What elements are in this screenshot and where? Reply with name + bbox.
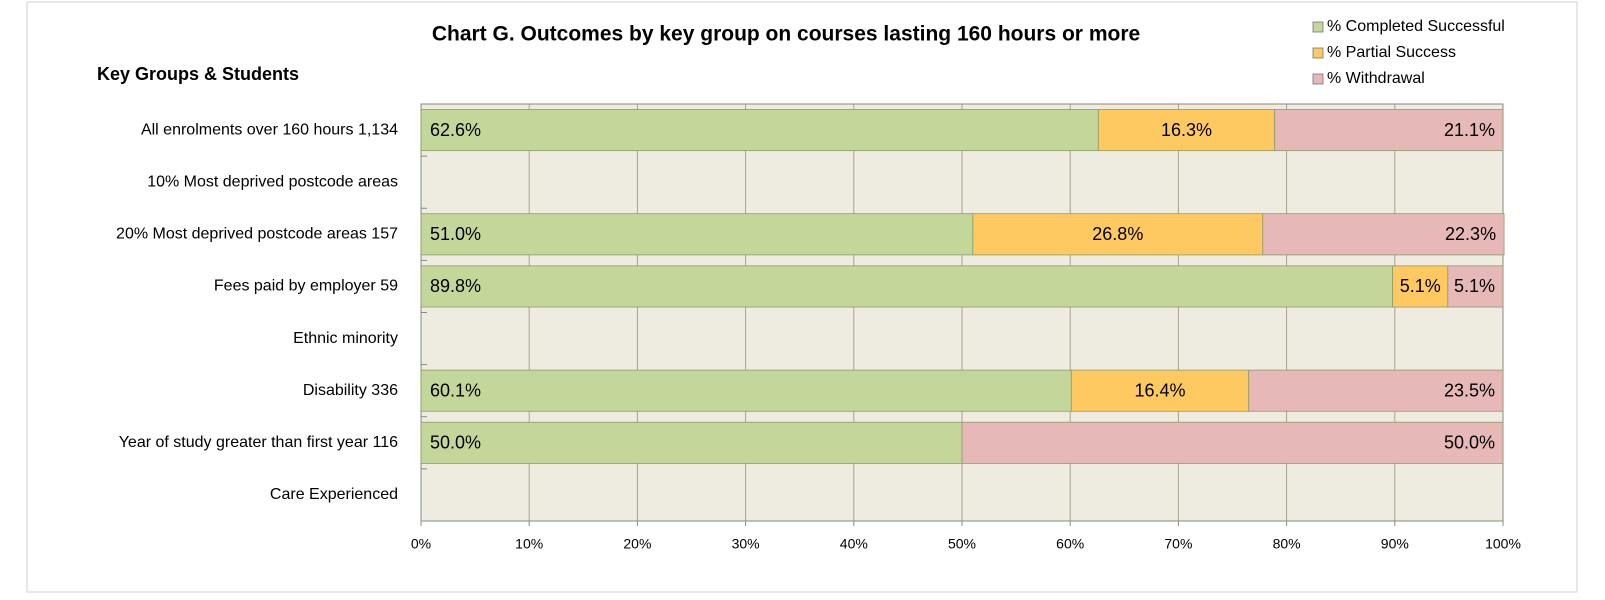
- data-label: 89.8%: [430, 276, 481, 296]
- bar-segment: [1262, 213, 1505, 256]
- data-label: 5.1%: [1454, 276, 1495, 296]
- bar-segment: [1248, 369, 1504, 412]
- bar-segment: [1274, 109, 1504, 152]
- x-tick-label: 20%: [623, 536, 651, 552]
- bar-segment: [420, 265, 1394, 308]
- x-tick-label: 10%: [515, 536, 543, 552]
- legend-swatch: [1312, 47, 1324, 59]
- data-label: 21.1%: [1444, 120, 1495, 140]
- y-tick-label: Care Experienced: [270, 486, 398, 503]
- legend-label: % Withdrawal: [1327, 70, 1425, 87]
- y-tick-label: 10% Most deprived postcode areas: [147, 173, 398, 190]
- bar-segment: [420, 369, 1072, 412]
- legend-label: % Completed Successful: [1327, 18, 1505, 35]
- x-tick-label: 40%: [840, 536, 868, 552]
- legend-label: % Partial Success: [1327, 44, 1456, 61]
- bar-segment: [1447, 265, 1504, 308]
- y-tick-label: Year of study greater than first year 11…: [119, 434, 398, 451]
- data-label: 60.1%: [430, 380, 481, 400]
- bar-segment: [961, 421, 1504, 464]
- y-tick-label: All enrolments over 160 hours 1,134: [141, 121, 398, 138]
- bar-segment: [1070, 369, 1250, 412]
- data-label: 16.4%: [1134, 380, 1185, 400]
- x-tick-label: 30%: [732, 536, 760, 552]
- bar-segment: [420, 421, 963, 464]
- bar-segment: [972, 213, 1264, 256]
- x-tick-label: 0%: [411, 536, 431, 552]
- y-tick-label: Disability 336: [303, 382, 398, 399]
- data-label: 62.6%: [430, 120, 481, 140]
- data-label: 16.3%: [1161, 120, 1212, 140]
- y-tick-label: Ethnic minority: [293, 330, 398, 347]
- legend-swatch: [1312, 73, 1324, 85]
- x-tick-label: 100%: [1485, 536, 1521, 552]
- chart-title: Chart G. Outcomes by key group on course…: [432, 23, 1140, 46]
- data-label: 22.3%: [1445, 224, 1496, 244]
- data-label: 26.8%: [1092, 224, 1143, 244]
- data-label: 51.0%: [430, 224, 481, 244]
- data-label: 23.5%: [1444, 380, 1495, 400]
- x-tick-label: 60%: [1056, 536, 1084, 552]
- bar-segment: [420, 109, 1099, 152]
- x-tick-label: 90%: [1381, 536, 1409, 552]
- data-label: 50.0%: [1444, 433, 1495, 453]
- y-axis-label: Key Groups & Students: [97, 64, 299, 84]
- data-label: 5.1%: [1400, 276, 1441, 296]
- y-tick-label: 20% Most deprived postcode areas 157: [116, 226, 398, 243]
- bar-segment: [1097, 109, 1276, 152]
- data-label: 50.0%: [430, 433, 481, 453]
- y-tick-label: Fees paid by employer 59: [214, 278, 398, 295]
- x-tick-label: 50%: [948, 536, 976, 552]
- x-tick-label: 80%: [1273, 536, 1301, 552]
- bar-segment: [420, 213, 974, 256]
- legend-swatch: [1312, 21, 1324, 33]
- bar-segment: [1392, 265, 1449, 308]
- x-tick-label: 70%: [1164, 536, 1192, 552]
